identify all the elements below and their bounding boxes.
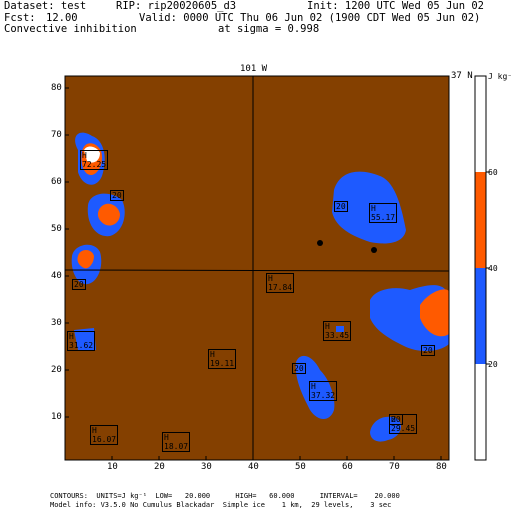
meridian-label: 101 W <box>240 64 268 74</box>
x-tick-label: 20 <box>154 462 165 472</box>
extremum-label: H 37.32 <box>309 381 338 401</box>
colorbar <box>474 75 490 461</box>
rip-label: RIP: rip20020605_d3 <box>116 0 237 12</box>
colorbar-units: J kg⁻¹ <box>488 72 512 81</box>
field-name: Convective inhibition <box>4 23 137 35</box>
x-tick-label: 40 <box>248 462 259 472</box>
y-tick-label: 40 <box>51 271 62 281</box>
x-tick-label: 10 <box>107 462 118 472</box>
tick-marks <box>65 87 442 460</box>
fcst-label: Fcst: <box>4 12 36 24</box>
marker-dot <box>371 247 377 253</box>
plot-border <box>64 75 450 461</box>
contour-label: 20 <box>292 363 306 374</box>
plot-background <box>65 76 449 460</box>
y-tick-label: 20 <box>51 365 62 375</box>
extremum-label: H 33.45 <box>323 321 352 341</box>
x-tick-label: 50 <box>295 462 306 472</box>
fcst-value: 12.00 <box>46 12 78 24</box>
contour-label: 20 <box>421 345 435 356</box>
y-tick-label: 60 <box>51 177 62 187</box>
extremum-label: H 19.11 <box>208 349 237 369</box>
dataset-label: Dataset: test <box>4 0 87 12</box>
colorbar-label: 20 <box>488 360 498 369</box>
extremum-label: H 29.45 <box>389 414 418 434</box>
x-tick-label: 60 <box>342 462 353 472</box>
parallel-label: 37 N <box>451 71 473 81</box>
marker-dot <box>317 240 323 246</box>
extremum-label: H 55.17 <box>369 203 398 223</box>
y-tick-label: 80 <box>51 83 62 93</box>
x-tick-label: 70 <box>389 462 400 472</box>
extremum-label: H 18.07 <box>162 432 191 452</box>
colorbar-label: 40 <box>488 264 498 273</box>
extremum-label: H 16.07 <box>90 425 119 445</box>
parallel-line <box>64 269 450 272</box>
level-label: at sigma = 0.998 <box>218 23 320 35</box>
y-tick-label: 10 <box>51 412 62 422</box>
field-shading <box>71 132 449 442</box>
extremum-label: H 31.62 <box>67 331 96 351</box>
valid-label: Valid: 0000 UTC Thu 06 Jun 02 (1900 CDT … <box>139 12 481 24</box>
contour-label: 20 <box>72 279 86 290</box>
contour-label: 20 <box>110 190 124 201</box>
y-tick-label: 50 <box>51 224 62 234</box>
y-tick-label: 70 <box>51 130 62 140</box>
x-tick-label: 30 <box>201 462 212 472</box>
colorbar-label: 60 <box>488 168 498 177</box>
extremum-label: H 72.25 <box>80 150 109 170</box>
y-tick-label: 30 <box>51 318 62 328</box>
contour-label: 20 <box>334 201 348 212</box>
model-info: Model info: V3.5.0 No Cumulus Blackadar … <box>50 501 392 509</box>
contours-info: CONTOURS: UNITS=J kg⁻¹ LOW= 20.000 HIGH=… <box>50 492 400 500</box>
init-label: Init: 1200 UTC Wed 05 Jun 02 <box>307 0 485 12</box>
x-tick-label: 80 <box>436 462 447 472</box>
extremum-label: H 17.84 <box>266 273 295 293</box>
